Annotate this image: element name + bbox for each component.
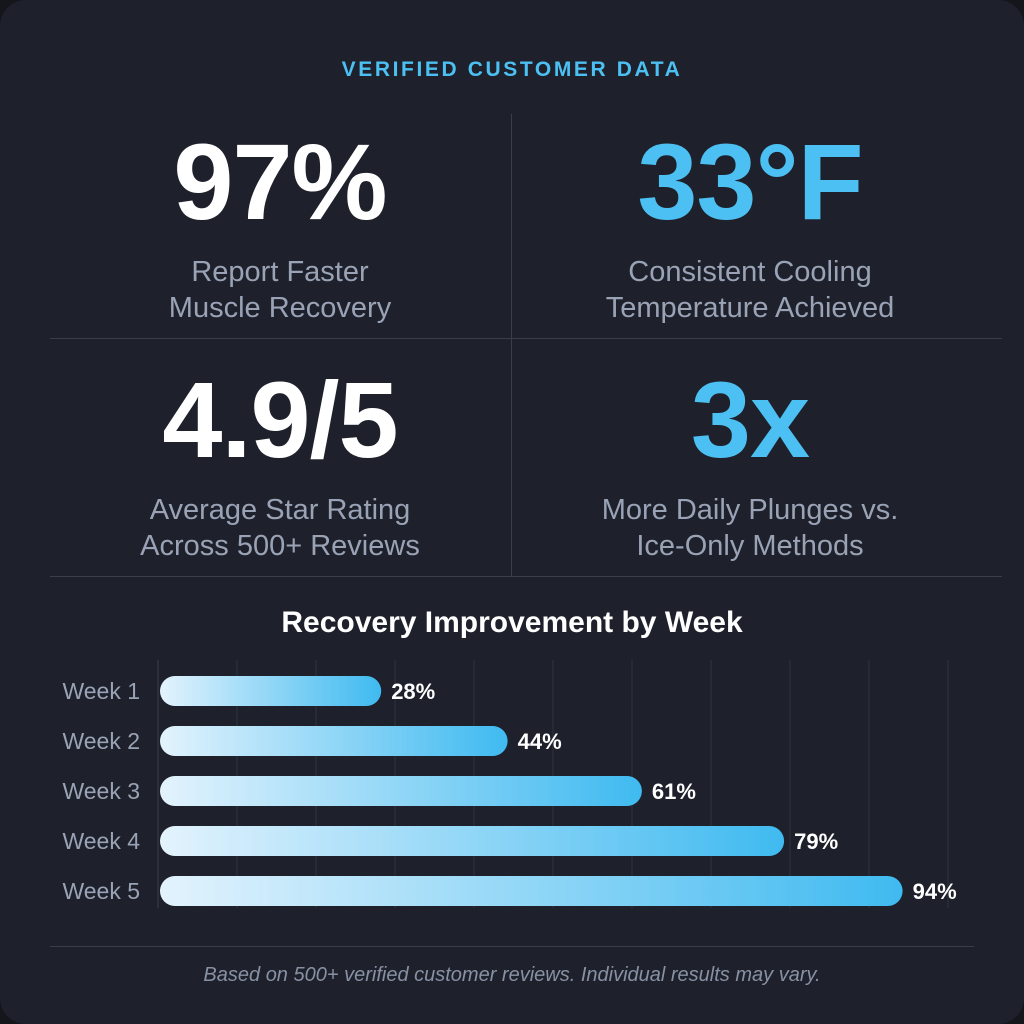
stat-label-line: Ice-Only Methods: [636, 530, 864, 562]
bar-category-label: Week 3: [62, 778, 140, 804]
chart-section-divider: [50, 576, 1002, 577]
recovery-bar-chart: Week 1 28% Week 2 44% Week 3 61% Week 4 79% Week…: [62, 660, 957, 908]
bar-value-label: 94%: [913, 879, 957, 904]
bar: [160, 726, 508, 756]
bar: [160, 676, 382, 706]
stats-vertical-divider: [511, 114, 512, 576]
bar: [160, 876, 903, 906]
chart-bars: Week 1 28% Week 2 44% Week 3 61% Week 4 79% Week…: [62, 676, 957, 906]
stats-horizontal-divider: [50, 338, 1002, 339]
stat-label: Average Star Rating Across 500+ Reviews: [30, 492, 530, 564]
stat-value: 3x: [690, 359, 810, 480]
bar-category-label: Week 2: [62, 728, 140, 754]
stat-plunges: 3x More Daily Plunges vs. Ice-Only Metho…: [500, 366, 1000, 564]
stat-label-line: Muscle Recovery: [168, 292, 392, 324]
footer-divider: [50, 946, 974, 947]
stat-temperature: 33°F Consistent Cooling Temperature Achi…: [500, 128, 1000, 326]
bar-value-label: 61%: [652, 779, 696, 804]
chart-title: Recovery Improvement by Week: [281, 606, 743, 639]
bar: [160, 826, 785, 856]
stat-value: 4.9/5: [162, 359, 398, 480]
stat-label-line: Consistent Cooling: [628, 256, 872, 288]
bar-value-label: 44%: [518, 729, 562, 754]
stat-label-line: Average Star Rating: [149, 494, 411, 526]
footnote: Based on 500+ verified customer reviews.…: [203, 964, 821, 986]
bar: [160, 776, 642, 806]
stat-label-line: More Daily Plunges vs.: [601, 494, 899, 526]
stat-label-line: Report Faster: [191, 256, 369, 288]
stat-label: Report Faster Muscle Recovery: [30, 254, 530, 326]
bar-category-label: Week 5: [62, 878, 140, 904]
eyebrow-heading: VERIFIED CUSTOMER DATA: [341, 58, 683, 81]
stat-label: Consistent Cooling Temperature Achieved: [500, 254, 1000, 326]
stat-rating: 4.9/5 Average Star Rating Across 500+ Re…: [30, 366, 530, 564]
stat-label-line: Across 500+ Reviews: [140, 530, 420, 562]
bar-category-label: Week 4: [62, 828, 140, 854]
chart-gridlines: [157, 660, 949, 908]
bar-category-label: Week 1: [62, 678, 140, 704]
bar-value-label: 79%: [794, 829, 838, 854]
bar-value-label: 28%: [391, 679, 435, 704]
stat-value: 97%: [173, 121, 387, 242]
stat-label: More Daily Plunges vs. Ice-Only Methods: [500, 492, 1000, 564]
stat-label-line: Temperature Achieved: [605, 292, 895, 324]
stat-value: 33°F: [637, 121, 863, 242]
stat-recovery: 97% Report Faster Muscle Recovery: [30, 128, 530, 326]
